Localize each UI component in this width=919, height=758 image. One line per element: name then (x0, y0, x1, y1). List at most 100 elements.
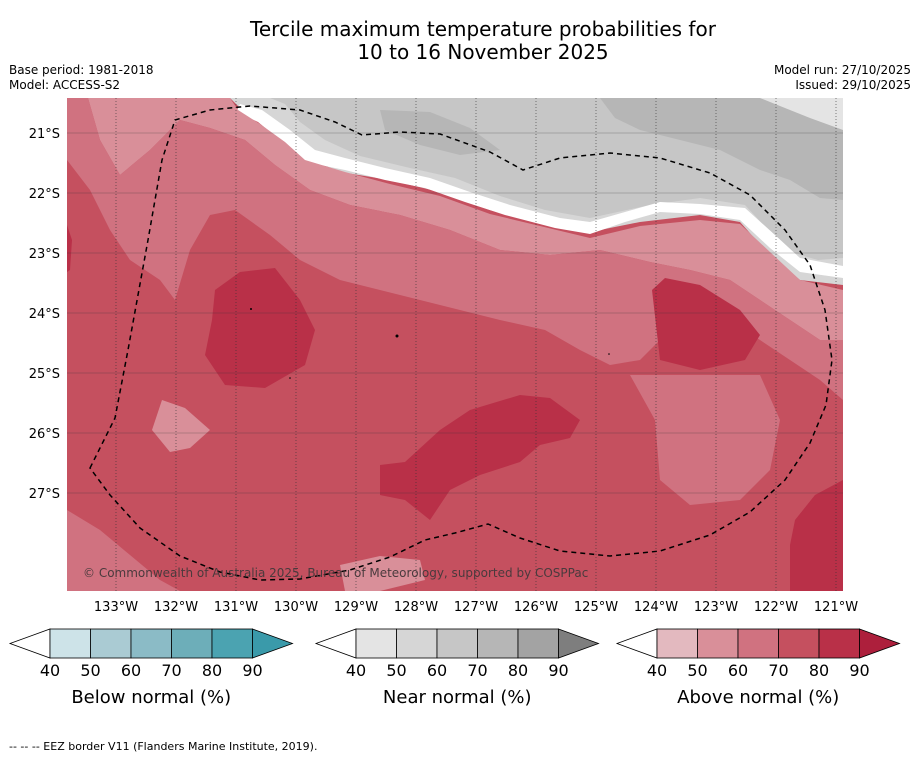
lat-label: 22°S (29, 187, 60, 202)
above-40-50-patch-2 (340, 556, 425, 591)
colorbar-under-triangle (314, 628, 357, 659)
lon-label: 124°W (634, 600, 678, 615)
colorbar-swatch (436, 628, 478, 659)
eez-border (89, 105, 833, 581)
lon-label: 121°W (814, 600, 858, 615)
colorbar-tick-label: 80 (508, 661, 528, 680)
model-name: Model: ACCESS-S2 (9, 78, 121, 92)
colorbar-swatch (130, 628, 172, 659)
colorbar-under-triangle (8, 628, 51, 659)
colorbar-over-triangle (252, 628, 294, 659)
longitude-labels: 133°W 132°W 131°W 130°W 129°W 128°W 127°… (94, 600, 858, 615)
colorbar-tick-label: 90 (242, 661, 262, 680)
colorbar-tick-label: 60 (728, 661, 748, 680)
colorbar-title: Above normal (%) (677, 687, 839, 708)
above-70-80-west-edge (67, 225, 72, 272)
latitude-labels: 21°S 22°S 23°S 24°S 25°S 26°S 27°S (29, 127, 60, 502)
colorbar-tick-label: 40 (346, 661, 366, 680)
lon-label: 127°W (454, 600, 498, 615)
colorbar-swatch (517, 628, 559, 659)
above-70-80-southeast (790, 480, 843, 591)
colorbar-swatch (90, 628, 132, 659)
map-title: Tercile maximum temperature probabilitie… (0, 18, 919, 64)
model-info: Base period: 1981-2018 Model: ACCESS-S2 (9, 63, 154, 93)
colorbar-tick-label: 90 (548, 661, 568, 680)
colorbar-tick-label: 80 (202, 661, 222, 680)
run-info: Model run: 27/10/2025 Issued: 29/10/2025 (774, 63, 911, 93)
colorbar-tick-label: 50 (687, 661, 707, 680)
above-70-80-core (205, 268, 315, 388)
near-40-50-band (760, 98, 843, 130)
colorbar-swatch (818, 628, 860, 659)
title-line-1: Tercile maximum temperature probabilitie… (250, 17, 716, 41)
lon-label: 129°W (334, 600, 378, 615)
lon-label: 125°W (574, 600, 618, 615)
colorbar-over-triangle (859, 628, 901, 659)
lat-label: 27°S (29, 487, 60, 502)
colorbar-tick-label: 90 (849, 661, 869, 680)
colorbar-tick-label: 40 (647, 661, 667, 680)
lon-label: 122°W (754, 600, 798, 615)
island-dot (250, 308, 252, 310)
near-70-80-region-2 (380, 110, 500, 155)
colorbar-swatch (211, 628, 253, 659)
island-dot (289, 377, 291, 379)
colorbar-tick-label: 50 (80, 661, 100, 680)
lat-label: 23°S (29, 247, 60, 262)
above-40-50-patch (152, 400, 210, 452)
colorbar-swatch (49, 628, 91, 659)
lat-label: 21°S (29, 127, 60, 142)
colorbar-swatch (697, 628, 739, 659)
probability-field (67, 98, 843, 591)
colorbar-tick-label: 80 (809, 661, 829, 680)
lon-label: 132°W (154, 600, 198, 615)
colorbar-under-triangle (615, 628, 658, 659)
lon-label: 130°W (274, 600, 318, 615)
lat-label: 26°S (29, 427, 60, 442)
above-50-60-east (630, 375, 780, 505)
colorbar-title: Below normal (%) (71, 687, 231, 708)
lon-label: 126°W (514, 600, 558, 615)
island-markers (250, 308, 610, 379)
graticule (67, 98, 843, 591)
issued-date: Issued: 29/10/2025 (795, 78, 911, 92)
colorbar-swatch (656, 628, 698, 659)
above-50-60-region (67, 98, 843, 400)
colorbar-near-normal: 40 50 60 70 80 90 Near normal (%) (314, 628, 600, 708)
colorbar-swatch (737, 628, 779, 659)
colorbar-swatch (171, 628, 213, 659)
island-dot (608, 353, 610, 355)
copyright-text: © Commonwealth of Australia 2025, Bureau… (83, 566, 588, 580)
colorbar-swatch (778, 628, 820, 659)
colorbar-below-normal: 40 50 60 70 80 90 Below normal (%) (8, 628, 294, 708)
colorbar-tick-label: 60 (427, 661, 447, 680)
colorbar-swatch (355, 628, 397, 659)
colorbar-tick-label: 70 (161, 661, 181, 680)
above-70-80-central (380, 395, 580, 520)
colorbar-title: Near normal (%) (383, 687, 532, 708)
above-50-60-west-edge (67, 510, 180, 591)
colorbar-swatch (396, 628, 438, 659)
above-40-50-region (88, 98, 843, 340)
lon-label: 133°W (94, 600, 138, 615)
base-period: Base period: 1981-2018 (9, 63, 154, 77)
lat-label: 24°S (29, 307, 60, 322)
eez-footnote: -- -- -- EEZ border V11 (Flanders Marine… (9, 740, 318, 753)
lon-label: 123°W (694, 600, 738, 615)
colorbar-tick-label: 40 (40, 661, 60, 680)
colorbar-tick-label: 70 (467, 661, 487, 680)
above-70-80-east (652, 278, 760, 370)
lon-label: 128°W (394, 600, 438, 615)
colorbar-tick-label: 70 (768, 661, 788, 680)
lat-label: 25°S (29, 367, 60, 382)
lon-label: 131°W (214, 600, 258, 615)
colorbar-tick-label: 60 (121, 661, 141, 680)
colorbar-above-normal: 40 50 60 70 80 90 Above normal (%) (615, 628, 901, 708)
island-dot (395, 334, 399, 338)
model-run: Model run: 27/10/2025 (773, 63, 911, 77)
colorbar-swatch (477, 628, 519, 659)
near-70-80-region (600, 98, 843, 200)
title-line-2: 10 to 16 November 2025 (357, 40, 609, 64)
colorbar-tick-label: 50 (386, 661, 406, 680)
